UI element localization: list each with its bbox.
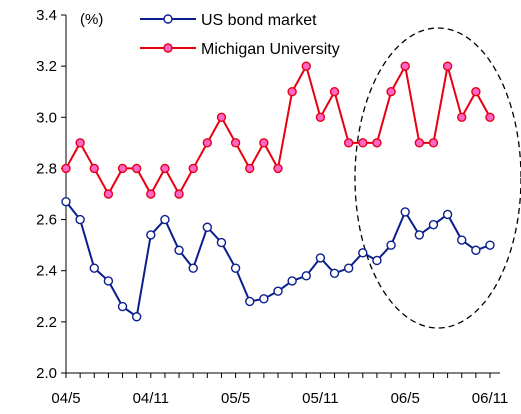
data-point [358, 138, 368, 148]
data-point [457, 112, 467, 122]
data-point [386, 240, 396, 250]
y-tick-label: 3.4 [36, 7, 57, 24]
data-point [471, 87, 481, 97]
data-point [301, 61, 311, 71]
data-point [287, 87, 297, 97]
legend-label: Michigan University [201, 41, 340, 58]
series-line [65, 201, 491, 319]
data-point [485, 240, 495, 250]
x-tick-label: 05/11 [302, 390, 338, 407]
legend-swatch-marker [163, 43, 173, 53]
data-point [259, 294, 269, 304]
y-tick-label: 2.6 [36, 212, 57, 229]
data-point [103, 189, 114, 199]
data-point [89, 263, 99, 273]
legend-swatch-marker [163, 14, 173, 24]
data-point [146, 230, 156, 240]
data-point [75, 138, 85, 148]
data-point [400, 61, 410, 71]
data-point [160, 214, 170, 225]
data-point [117, 163, 128, 174]
data-point [174, 245, 184, 255]
legend: US bond market Michigan University [140, 12, 340, 58]
data-point [131, 163, 142, 174]
legend-item: Michigan University [140, 41, 340, 58]
data-point [428, 219, 439, 230]
data-point [245, 163, 255, 174]
data-point [343, 138, 354, 148]
data-point [61, 196, 71, 207]
series-group [61, 61, 495, 322]
y-tick-label: 3.0 [36, 109, 57, 126]
x-tick-label: 05/5 [221, 390, 250, 407]
x-tick-label: 04/5 [51, 390, 80, 407]
data-point [146, 189, 156, 199]
y-tick-label: 2.0 [36, 365, 57, 382]
data-point [273, 163, 283, 174]
y-tick-label: 3.2 [36, 58, 57, 75]
data-point [202, 222, 213, 232]
data-point [315, 112, 326, 122]
data-point [188, 163, 198, 174]
x-tick-label: 06/11 [472, 390, 508, 407]
data-point [457, 235, 467, 245]
data-point [414, 138, 425, 148]
data-point [287, 276, 297, 286]
data-point [471, 245, 481, 255]
data-point [386, 87, 396, 97]
highlight-ellipse [354, 27, 521, 329]
x-tick-label: 04/11 [133, 390, 169, 407]
data-point [485, 112, 495, 122]
data-point [358, 248, 368, 258]
data-point [428, 138, 439, 148]
data-point [329, 268, 340, 278]
data-point [61, 163, 71, 174]
series-michigan-university [61, 61, 495, 199]
data-point [343, 263, 354, 273]
series-line [65, 63, 491, 197]
data-point [117, 301, 128, 312]
y-tick-label: 2.4 [36, 263, 57, 280]
data-point [89, 163, 99, 174]
data-point [372, 255, 382, 266]
data-point [414, 230, 425, 240]
data-point [230, 263, 241, 273]
data-point [188, 263, 198, 273]
data-point [174, 189, 184, 199]
data-point [442, 61, 453, 71]
y-tick-label: 2.8 [36, 160, 57, 177]
series-us-bond-market [61, 196, 495, 322]
data-point [442, 209, 453, 220]
data-point [160, 163, 170, 174]
y-axis-unit-label: (%) [80, 11, 103, 28]
x-tick-label: 06/5 [391, 390, 420, 407]
data-point [75, 214, 85, 225]
legend-item: US bond market [140, 12, 317, 29]
data-point [202, 138, 213, 148]
data-point [103, 276, 114, 286]
data-point [131, 312, 142, 322]
highlight-ellipse-group [354, 27, 521, 329]
data-point [230, 138, 241, 148]
data-point [301, 271, 311, 281]
y-tick-label: 2.2 [36, 314, 57, 331]
legend-label: US bond market [201, 12, 317, 29]
data-point [400, 207, 410, 217]
data-point [273, 286, 283, 296]
data-point [259, 138, 269, 148]
data-point [245, 296, 255, 307]
axes: 2.0 2.2 2.4 2.6 2.8 3.0 3.2 3.4 04/5 04/11 05/5 05/… [36, 7, 508, 407]
data-point [216, 237, 227, 248]
data-point [216, 112, 227, 122]
data-point [372, 138, 382, 148]
data-point [329, 87, 340, 97]
data-point [315, 253, 326, 263]
